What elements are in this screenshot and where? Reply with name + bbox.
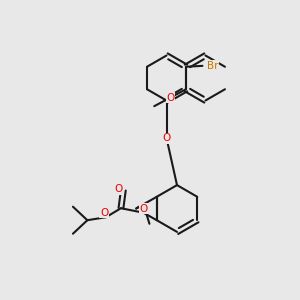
Text: O: O: [140, 203, 148, 214]
Text: O: O: [115, 184, 123, 194]
Text: O: O: [100, 208, 108, 218]
Text: Br: Br: [207, 61, 218, 71]
Text: O: O: [166, 92, 174, 103]
Text: O: O: [162, 133, 171, 143]
